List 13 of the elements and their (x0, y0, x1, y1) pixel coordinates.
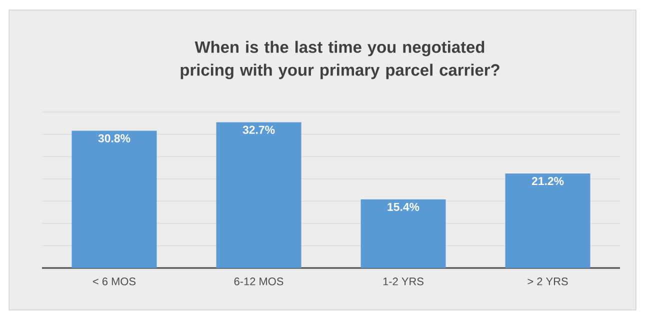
x-tick-label: < 6 MOS (93, 278, 136, 286)
data-label: 21.2% (532, 177, 564, 186)
data-label: 15.4% (388, 202, 420, 211)
data-label: 30.8% (98, 134, 130, 142)
bar (360, 199, 446, 268)
x-tick-label: 1-2 YRS (383, 278, 424, 286)
chart-title: When is the last time you negotiated pricing with your primary parcel carrier? (180, 40, 500, 80)
bar (505, 174, 590, 268)
bar (72, 130, 157, 268)
x-tick-label: 6-12 MOS (234, 278, 284, 286)
x-tick-label: > 2 YRS (528, 278, 568, 286)
bar (216, 122, 302, 268)
data-label: 32.7% (242, 126, 275, 134)
